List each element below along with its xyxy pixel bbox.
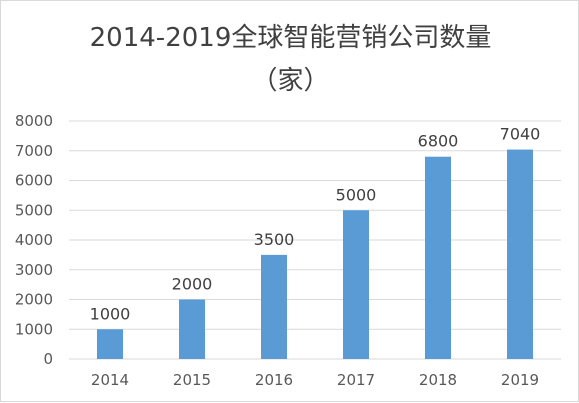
data-label-2017: 5000 (336, 185, 377, 204)
data-label-2019: 7040 (500, 125, 541, 144)
bar-2018 (425, 156, 451, 359)
bar-2019 (507, 149, 533, 359)
y-tick-label-6000: 6000 (15, 172, 53, 190)
x-tick-label-2017: 2017 (337, 371, 375, 389)
y-tick-label-1000: 1000 (15, 320, 53, 338)
y-tick-label-8000: 8000 (15, 112, 53, 130)
y-tick-label-3000: 3000 (15, 261, 53, 279)
y-tick-label-7000: 7000 (15, 142, 53, 160)
y-tick-label-4000: 4000 (15, 231, 53, 249)
bar-2017 (343, 210, 369, 359)
x-tick-label-2015: 2015 (173, 371, 211, 389)
data-label-2018: 6800 (418, 132, 459, 151)
chart-title: 2014-2019全球智能营销公司数量 (89, 23, 492, 53)
x-tick-label-2019: 2019 (501, 371, 539, 389)
chart-title-unit: （家） (251, 66, 330, 96)
bar-2014 (97, 329, 123, 359)
data-label-2014: 1000 (90, 304, 131, 323)
y-tick-label-5000: 5000 (15, 201, 53, 219)
data-label-2015: 2000 (172, 275, 213, 294)
bar-2016 (261, 254, 287, 359)
x-tick-label-2014: 2014 (91, 371, 129, 389)
x-tick-label-2018: 2018 (419, 371, 457, 389)
y-tick-label-0: 0 (43, 350, 53, 368)
x-tick-label-2016: 2016 (255, 371, 293, 389)
bar-2015 (179, 299, 205, 359)
y-tick-label-2000: 2000 (15, 291, 53, 309)
data-label-2016: 3500 (254, 230, 295, 249)
